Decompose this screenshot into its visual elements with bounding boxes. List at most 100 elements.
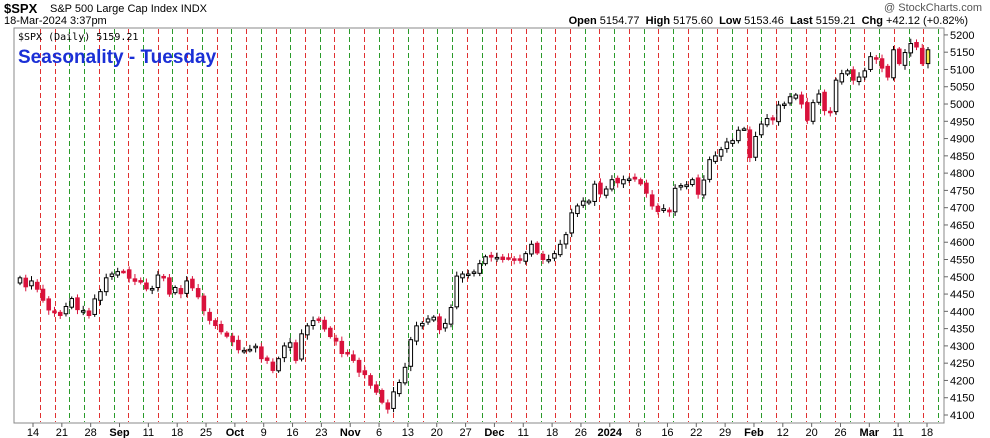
candle-body: [879, 58, 885, 69]
candle-body: [644, 182, 649, 194]
y-tick-label: 4400: [950, 306, 974, 318]
candle-body: [626, 178, 632, 181]
x-tick-label: 11: [892, 427, 903, 438]
candle-body: [672, 187, 678, 213]
description-text: S&P 500 Large Cap Index: [50, 3, 178, 15]
candle-body: [40, 288, 46, 301]
candle-body: [649, 194, 655, 207]
candle-body: [316, 318, 322, 321]
y-tick-label: 5050: [950, 82, 974, 94]
ohlc-readout: Open 5154.77 High 5175.60 Low 5153.46 La…: [569, 15, 968, 27]
x-tick-label: 22: [690, 427, 702, 438]
candle-body: [75, 297, 80, 311]
candle-body: [690, 179, 695, 186]
candle-body: [575, 205, 580, 215]
high-label: High: [645, 15, 671, 27]
candle-body: [741, 128, 747, 131]
candle-body: [511, 258, 517, 261]
ticker-symbol: $SPX: [4, 1, 38, 16]
candle-body: [557, 243, 563, 256]
candle-body: [517, 258, 523, 261]
candle-body: [902, 52, 908, 66]
y-tick-label: 4900: [950, 134, 974, 146]
candle-body: [80, 310, 86, 313]
seasonality-markers: [40, 29, 939, 422]
high-value: 5175.60: [673, 15, 713, 27]
x-tick-label: 16: [661, 427, 673, 438]
x-axis: 14 21 28 Sep 11 18 25 Oct 9 16 23 Nov 6 13 20 27 Dec 11 18…: [27, 423, 933, 438]
candle-body: [816, 93, 822, 103]
candle-body: [322, 319, 327, 330]
candle-body: [730, 140, 735, 144]
chart-legend: $SPX (Daily) 5159.21: [18, 32, 138, 43]
candle-body: [465, 273, 471, 277]
candle-body: [419, 322, 425, 327]
x-tick-label: Oct: [226, 427, 245, 438]
candle-body: [402, 366, 408, 384]
candle-body: [126, 269, 132, 279]
candle-body: [253, 345, 258, 349]
candle-body: [839, 73, 845, 83]
x-tick-label: 16: [286, 427, 298, 438]
candle-body: [736, 129, 741, 142]
candle-body: [891, 49, 896, 79]
candle-body: [896, 48, 902, 65]
candle-body: [356, 359, 362, 373]
candle-body: [34, 281, 40, 290]
candle-body: [873, 57, 879, 60]
candle-body: [351, 354, 356, 361]
x-tick-label: 28: [85, 427, 97, 438]
candle-body: [448, 307, 454, 325]
candle-body: [391, 391, 396, 409]
candle-body: [431, 316, 437, 321]
candle-body: [747, 129, 753, 159]
candle-body: [178, 288, 184, 295]
x-tick-label: Mar: [860, 427, 880, 438]
candle-body: [632, 176, 638, 180]
candle-body: [132, 278, 138, 282]
candle-body: [908, 43, 914, 54]
x-tick-label: 8: [636, 427, 642, 438]
candle-body: [851, 69, 856, 81]
candle-body: [592, 183, 597, 202]
candle-body: [184, 280, 189, 294]
x-tick-label: 9: [261, 427, 267, 438]
candle-body: [201, 295, 207, 312]
candle-body: [540, 253, 546, 261]
candle-body: [270, 361, 276, 371]
candle-body: [534, 242, 540, 254]
candle-body: [98, 291, 103, 301]
chg-value: +42.12 (+0.82%): [886, 15, 968, 27]
open-value: 5154.77: [599, 15, 640, 27]
x-tick-label: 21: [56, 427, 68, 438]
candle-body: [57, 311, 63, 316]
candle-body: [293, 342, 299, 361]
candle-body: [603, 188, 609, 196]
candle-body: [442, 322, 448, 329]
candle-body: [707, 159, 712, 180]
candle-body: [224, 332, 230, 337]
low-label: Low: [719, 15, 742, 27]
candle-body: [109, 273, 115, 277]
candle-body: [764, 118, 770, 126]
candle-body: [103, 277, 109, 293]
candle-body: [218, 323, 224, 333]
x-tick-label: 29: [719, 427, 731, 438]
y-tick-label: 5100: [950, 64, 974, 76]
x-tick-label: 11: [143, 427, 154, 438]
candle-body: [609, 179, 615, 190]
x-tick-label: 25: [200, 427, 212, 438]
candle-body: [523, 253, 529, 262]
y-tick-label: 5000: [950, 99, 974, 111]
candle-body: [477, 263, 483, 274]
x-tick-label: 20: [431, 427, 443, 438]
x-tick-label: 27: [459, 427, 471, 438]
candle-body: [580, 200, 586, 206]
candle-body: [195, 288, 201, 298]
y-tick-label: 4150: [950, 393, 974, 405]
x-tick-label: Nov: [340, 427, 362, 438]
x-tick-label: 14: [27, 427, 39, 438]
candle-body: [305, 325, 310, 336]
y-tick-label: 5150: [950, 47, 974, 59]
